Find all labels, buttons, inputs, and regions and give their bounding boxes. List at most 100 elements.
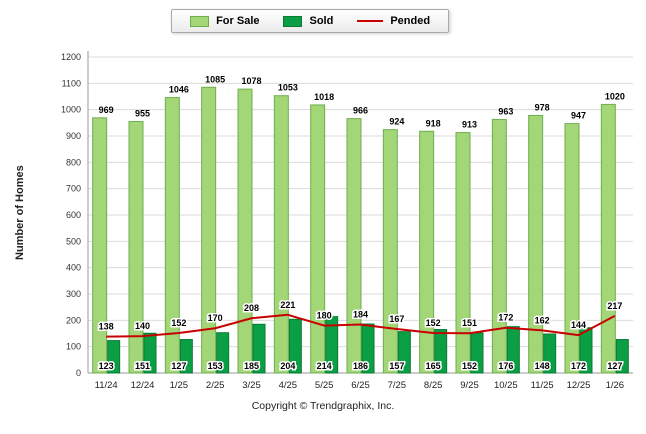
y-tick-label: 700 bbox=[66, 184, 81, 194]
for-sale-bar bbox=[419, 130, 435, 374]
pended-value-label: 221 bbox=[280, 300, 295, 310]
for-sale-bar bbox=[310, 104, 326, 374]
for-sale-value-label: 1046 bbox=[169, 85, 189, 95]
for-sale-value-label: 1053 bbox=[278, 83, 298, 93]
for-sale-value-label: 969 bbox=[99, 105, 114, 115]
y-tick-label: 1200 bbox=[61, 52, 81, 62]
for-sale-value-label: 955 bbox=[135, 109, 150, 119]
y-tick-label: 1000 bbox=[61, 105, 81, 115]
for-sale-bar bbox=[201, 86, 217, 374]
y-tick-label: 1100 bbox=[62, 78, 81, 88]
sold-bar bbox=[361, 323, 375, 374]
for-sale-legend-label: For Sale bbox=[216, 15, 260, 27]
for-sale-bar bbox=[455, 132, 471, 374]
for-sale-bar bbox=[382, 129, 398, 374]
y-tick-label: 500 bbox=[66, 236, 81, 246]
pended-value-label: 162 bbox=[535, 315, 550, 325]
x-tick-label: 11/25 bbox=[531, 380, 554, 391]
x-tick-label: 7/25 bbox=[388, 380, 407, 391]
y-tick-label: 300 bbox=[66, 289, 81, 299]
sold-bar bbox=[579, 327, 593, 374]
sold-value-label: 176 bbox=[498, 361, 513, 371]
sold-value-label: 123 bbox=[99, 361, 114, 371]
for-sale-bar bbox=[528, 114, 544, 374]
pended-value-label: 140 bbox=[135, 321, 150, 331]
for-sale-bar bbox=[273, 95, 289, 374]
sold-bar bbox=[216, 332, 230, 374]
sold-value-label: 214 bbox=[317, 361, 332, 371]
sold-bar bbox=[615, 339, 629, 374]
sold-bar bbox=[179, 339, 193, 374]
sold-value-label: 204 bbox=[280, 361, 295, 371]
legend: For Sale Sold Pended bbox=[171, 9, 450, 33]
pended-value-label: 138 bbox=[99, 322, 114, 332]
for-sale-bar bbox=[491, 118, 507, 374]
x-tick-label: 11/24 bbox=[95, 380, 118, 391]
x-tick-label: 10/25 bbox=[494, 380, 518, 391]
legend-item-sold: Sold bbox=[283, 15, 333, 27]
sold-bar bbox=[506, 326, 520, 374]
sold-value-label: 152 bbox=[462, 361, 477, 371]
sold-value-label: 185 bbox=[244, 361, 259, 371]
sold-value-label: 157 bbox=[389, 361, 404, 371]
for-sale-value-label: 1085 bbox=[205, 74, 225, 84]
for-sale-bar bbox=[346, 118, 362, 374]
sold-bar bbox=[107, 340, 121, 374]
sold-value-label: 127 bbox=[607, 361, 622, 371]
x-tick-label: 12/24 bbox=[131, 380, 155, 391]
for-sale-value-label: 966 bbox=[353, 106, 368, 116]
pended-value-label: 167 bbox=[389, 314, 404, 324]
pended-value-label: 208 bbox=[244, 303, 259, 313]
x-tick-label: 4/25 bbox=[279, 380, 298, 391]
for-sale-bar bbox=[92, 117, 108, 374]
legend-item-pended: Pended bbox=[357, 15, 430, 27]
for-sale-bar bbox=[128, 121, 144, 374]
legend-item-for-sale: For Sale bbox=[190, 15, 259, 27]
sold-legend-label: Sold bbox=[309, 15, 334, 27]
for-sale-bar bbox=[237, 88, 253, 374]
pended-value-label: 144 bbox=[571, 320, 586, 330]
pended-legend-label: Pended bbox=[390, 15, 431, 27]
pended-value-label: 180 bbox=[317, 311, 332, 321]
sold-value-label: 165 bbox=[426, 361, 441, 371]
x-tick-label: 5/25 bbox=[315, 380, 334, 391]
pended-value-label: 217 bbox=[607, 301, 622, 311]
pended-value-label: 152 bbox=[171, 318, 186, 328]
pended-value-label: 184 bbox=[353, 310, 368, 320]
sold-value-label: 172 bbox=[571, 361, 586, 371]
x-tick-label: 3/25 bbox=[242, 380, 261, 391]
sold-value-label: 151 bbox=[135, 361, 150, 371]
for-sale-value-label: 913 bbox=[462, 120, 477, 130]
sold-bar bbox=[434, 329, 448, 374]
sold-bar bbox=[288, 318, 302, 374]
y-tick-label: 400 bbox=[66, 263, 81, 273]
pended-line-swatch-icon bbox=[357, 20, 384, 22]
for-sale-value-label: 947 bbox=[571, 111, 586, 121]
sold-value-label: 186 bbox=[353, 361, 368, 371]
for-sale-bar bbox=[564, 123, 580, 374]
x-tick-label: 1/25 bbox=[170, 380, 189, 391]
for-sale-bar bbox=[164, 97, 180, 374]
y-tick-label: 100 bbox=[66, 342, 81, 352]
x-tick-label: 1/26 bbox=[606, 380, 625, 391]
sold-bar bbox=[325, 316, 339, 374]
for-sale-value-label: 963 bbox=[498, 106, 513, 116]
pended-value-label: 172 bbox=[498, 313, 513, 323]
y-tick-label: 200 bbox=[66, 315, 81, 325]
for-sale-value-label: 1018 bbox=[314, 92, 334, 102]
y-tick-label: 600 bbox=[66, 210, 81, 220]
sold-bar bbox=[252, 323, 266, 374]
pended-value-label: 170 bbox=[208, 313, 223, 323]
y-tick-label: 0 bbox=[76, 368, 81, 378]
for-sale-swatch-icon bbox=[190, 15, 210, 27]
sold-value-label: 153 bbox=[208, 361, 223, 371]
for-sale-value-label: 1020 bbox=[605, 91, 625, 101]
for-sale-value-label: 924 bbox=[389, 117, 404, 127]
sold-bar bbox=[543, 333, 557, 374]
for-sale-value-label: 1078 bbox=[241, 76, 261, 86]
for-sale-value-label: 978 bbox=[535, 102, 550, 112]
sold-swatch-icon bbox=[283, 15, 303, 27]
x-tick-label: 8/25 bbox=[424, 380, 443, 391]
